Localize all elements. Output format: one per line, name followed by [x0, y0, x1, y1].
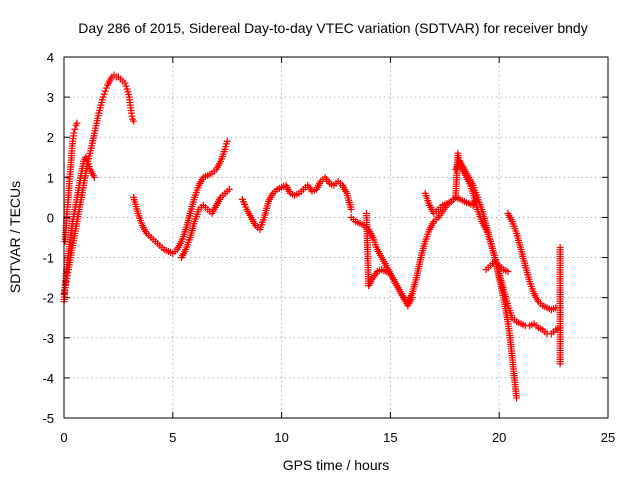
- x-tick-label: 0: [60, 430, 67, 445]
- data-point: [70, 129, 78, 137]
- grid: [64, 57, 608, 418]
- ticks: 0 5 10 15 20 25 -5 -4 -3 -2 -1 0 1 2 3 4: [42, 50, 615, 445]
- data-point: [71, 125, 79, 133]
- plot-frame: [63, 56, 609, 419]
- y-tick-label: -3: [42, 331, 54, 346]
- data-point: [100, 90, 108, 98]
- data-point: [513, 394, 521, 402]
- y-tick-label: -4: [42, 371, 54, 386]
- data-point: [90, 173, 98, 181]
- y-tick-label: 0: [47, 210, 54, 225]
- data-point: [122, 82, 130, 90]
- data-point: [102, 84, 110, 92]
- data-point: [556, 360, 564, 368]
- data-point: [99, 93, 107, 101]
- data-point: [101, 87, 109, 95]
- data-point: [504, 268, 512, 276]
- data-point: [347, 205, 355, 213]
- x-tick-label: 5: [169, 430, 176, 445]
- data-point: [130, 117, 138, 125]
- x-tick-label: 10: [274, 430, 288, 445]
- chart-title: Day 286 of 2015, Sidereal Day-to-day VTE…: [78, 20, 587, 36]
- y-tick-label: 1: [47, 170, 54, 185]
- x-axis-label: GPS time / hours: [283, 457, 390, 473]
- data-point: [223, 137, 231, 145]
- y-tick-label: 4: [47, 50, 54, 65]
- x-tick-label: 20: [492, 430, 506, 445]
- data-point: [121, 79, 129, 87]
- data-point: [408, 294, 416, 302]
- data-points: [60, 71, 564, 402]
- y-tick-label: -1: [42, 251, 54, 266]
- data-point: [73, 119, 81, 127]
- y-tick-label: 2: [47, 130, 54, 145]
- x-tick-label: 25: [601, 430, 615, 445]
- data-point: [225, 185, 233, 193]
- y-tick-label: -2: [42, 291, 54, 306]
- x-tick-label: 15: [383, 430, 397, 445]
- y-axis-label: SDTVAR / TECUs: [7, 181, 23, 293]
- y-tick-label: -5: [42, 411, 54, 426]
- y-tick-label: 3: [47, 90, 54, 105]
